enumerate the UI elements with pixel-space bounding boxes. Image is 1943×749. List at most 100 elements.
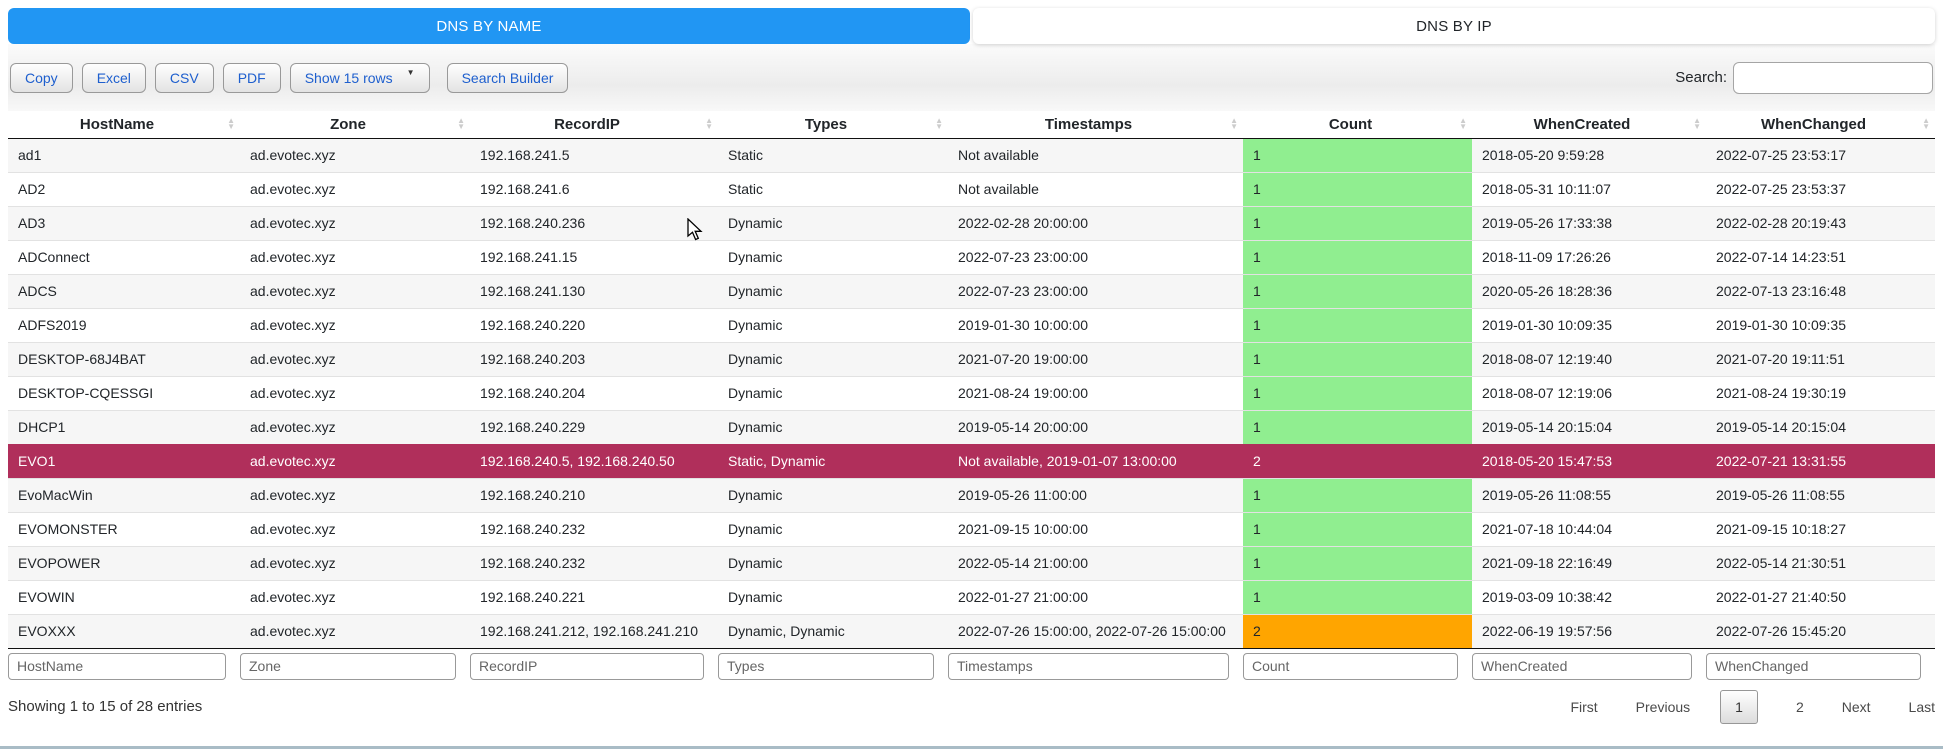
sort-icon: ▲ ▼: [227, 116, 235, 132]
page-1[interactable]: 1: [1720, 689, 1758, 724]
table-row[interactable]: ADCS ad.evotec.xyz 192.168.241.130 Dynamic 2…: [8, 273, 1935, 308]
cell: 192.168.241.5: [470, 137, 718, 172]
cell: ad.evotec.xyz: [240, 205, 470, 240]
table-row[interactable]: EVOPOWER ad.evotec.xyz 192.168.240.232 Dyna…: [8, 545, 1935, 580]
cell: 2022-07-13 23:16:48: [1706, 273, 1935, 308]
column-header-whenchanged[interactable]: WhenChanged ▲ ▼: [1706, 111, 1935, 139]
cell: 2019-01-30 10:09:35: [1472, 307, 1706, 342]
page-first[interactable]: First: [1570, 698, 1598, 715]
cell: Dynamic: [718, 409, 948, 444]
cell: 2019-05-14 20:15:04: [1472, 409, 1706, 444]
cell: 192.168.240.232: [470, 545, 718, 580]
filter-cell: [8, 652, 240, 680]
column-label: Types: [804, 115, 848, 133]
cell: 192.168.240.210: [470, 477, 718, 512]
filter-input-timestamps[interactable]: [948, 652, 1229, 680]
table-row[interactable]: AD3 ad.evotec.xyz 192.168.240.236 Dynamic 20…: [8, 205, 1935, 240]
search-builder-button[interactable]: Search Builder: [446, 62, 569, 93]
column-header-whencreated[interactable]: WhenCreated ▲ ▼: [1472, 111, 1706, 139]
table-row[interactable]: EVOXXX ad.evotec.xyz 192.168.241.212, 192.…: [8, 613, 1935, 648]
tab-dns-by-name[interactable]: DNS BY NAME: [8, 8, 970, 44]
cell: 2019-01-30 10:00:00: [948, 307, 1243, 342]
cell: DESKTOP-68J4BAT: [8, 341, 240, 376]
table-row[interactable]: EVO1 ad.evotec.xyz 192.168.240.5, 192.168.…: [8, 443, 1935, 478]
cell: 2018-05-20 15:47:53: [1472, 443, 1706, 478]
cell: 2019-05-26 11:08:55: [1706, 477, 1935, 512]
filter-input-count[interactable]: [1243, 652, 1458, 680]
table-row[interactable]: EVOWIN ad.evotec.xyz 192.168.240.221 Dynami…: [8, 579, 1935, 614]
filter-input-whencreated[interactable]: [1472, 652, 1692, 680]
cell: ad.evotec.xyz: [240, 511, 470, 546]
page-last[interactable]: Last: [1908, 698, 1935, 715]
sort-icon: ▲ ▼: [935, 116, 943, 132]
column-label: HostName: [79, 115, 155, 133]
table-row[interactable]: DHCP1 ad.evotec.xyz 192.168.240.229 Dynamic…: [8, 409, 1935, 444]
pdf-button[interactable]: PDF: [222, 62, 281, 93]
sort-icon: ▲ ▼: [1230, 116, 1238, 132]
cell: ad.evotec.xyz: [240, 137, 470, 172]
count-cell: 1: [1243, 477, 1472, 512]
cell: 2022-07-23 23:00:00: [948, 273, 1243, 308]
page-next[interactable]: Next: [1841, 698, 1871, 715]
copy-button[interactable]: Copy: [10, 62, 73, 93]
cell: 2018-08-07 12:19:40: [1472, 341, 1706, 376]
cell: 2019-05-26 11:00:00: [948, 477, 1243, 512]
cell: EVOWIN: [8, 579, 240, 614]
filter-input-recordip[interactable]: [470, 652, 704, 680]
filter-input-zone[interactable]: [240, 652, 456, 680]
search-input[interactable]: [1733, 61, 1933, 94]
table-toolbar: Copy Excel CSV PDF Show 15 rows ▼ Search Bu…: [8, 44, 1935, 111]
excel-button[interactable]: Excel: [81, 62, 146, 93]
count-cell: 1: [1243, 545, 1472, 580]
table-row[interactable]: DESKTOP-68J4BAT ad.evotec.xyz 192.168.240.…: [8, 341, 1935, 376]
cell: ad.evotec.xyz: [240, 375, 470, 410]
cell: 2022-07-21 13:31:55: [1706, 443, 1935, 478]
cell: ADConnect: [8, 239, 240, 274]
table-row[interactable]: EVOMONSTER ad.evotec.xyz 192.168.240.232 Dy…: [8, 511, 1935, 546]
cell: ad.evotec.xyz: [240, 545, 470, 580]
count-cell: 1: [1243, 239, 1472, 274]
cell: 2022-07-25 23:53:37: [1706, 171, 1935, 206]
table-row[interactable]: ADFS2019 ad.evotec.xyz 192.168.240.220 Dyna…: [8, 307, 1935, 342]
cell: 2022-02-28 20:19:43: [1706, 205, 1935, 240]
table-row[interactable]: EvoMacWin ad.evotec.xyz 192.168.240.210 Dyn…: [8, 477, 1935, 512]
column-label: Count: [1328, 115, 1373, 133]
cell: 192.168.240.229: [470, 409, 718, 444]
page-2[interactable]: 2: [1795, 698, 1804, 715]
cell: EvoMacWin: [8, 477, 240, 512]
cell: 192.168.240.236: [470, 205, 718, 240]
cell: 2021-07-18 10:44:04: [1472, 511, 1706, 546]
tab-dns-by-ip[interactable]: DNS BY IP: [973, 8, 1935, 44]
page-length-button[interactable]: Show 15 rows ▼: [289, 62, 430, 93]
cell: 192.168.240.203: [470, 341, 718, 376]
search-label: Search:: [1675, 69, 1727, 86]
column-header-timestamps[interactable]: Timestamps ▲ ▼: [948, 111, 1243, 139]
cell: 192.168.241.130: [470, 273, 718, 308]
cell: 2021-08-24 19:30:19: [1706, 375, 1935, 410]
filter-input-hostname[interactable]: [8, 652, 226, 680]
page-previous[interactable]: Previous: [1635, 698, 1691, 715]
cell: Dynamic: [718, 375, 948, 410]
column-header-hostname[interactable]: HostName ▲ ▼: [8, 111, 240, 139]
column-header-types[interactable]: Types ▲ ▼: [718, 111, 948, 139]
filter-input-whenchanged[interactable]: [1706, 652, 1921, 680]
cell: ad.evotec.xyz: [240, 477, 470, 512]
table-row[interactable]: AD2 ad.evotec.xyz 192.168.241.6 Static Not a…: [8, 171, 1935, 206]
cell: ad.evotec.xyz: [240, 341, 470, 376]
cell: 192.168.241.6: [470, 171, 718, 206]
cell: 2019-05-14 20:00:00: [948, 409, 1243, 444]
cell: Dynamic: [718, 307, 948, 342]
column-label: WhenChanged: [1761, 115, 1866, 133]
column-header-count[interactable]: Count ▲ ▼: [1243, 111, 1472, 139]
table-row[interactable]: ad1 ad.evotec.xyz 192.168.241.5 Static Not a…: [8, 137, 1935, 172]
table-row[interactable]: DESKTOP-CQESSGI ad.evotec.xyz 192.168.240.…: [8, 375, 1935, 410]
column-header-zone[interactable]: Zone ▲ ▼: [240, 111, 470, 139]
filter-input-types[interactable]: [718, 652, 934, 680]
csv-button[interactable]: CSV: [154, 62, 214, 93]
table-row[interactable]: ADConnect ad.evotec.xyz 192.168.241.15 Dyna…: [8, 239, 1935, 274]
column-header-recordip[interactable]: RecordIP ▲ ▼: [470, 111, 718, 139]
cell: ad.evotec.xyz: [240, 409, 470, 444]
cell: ad.evotec.xyz: [240, 273, 470, 308]
cell: 2022-07-26 15:45:20: [1706, 613, 1935, 648]
cell: 2018-11-09 17:26:26: [1472, 239, 1706, 274]
